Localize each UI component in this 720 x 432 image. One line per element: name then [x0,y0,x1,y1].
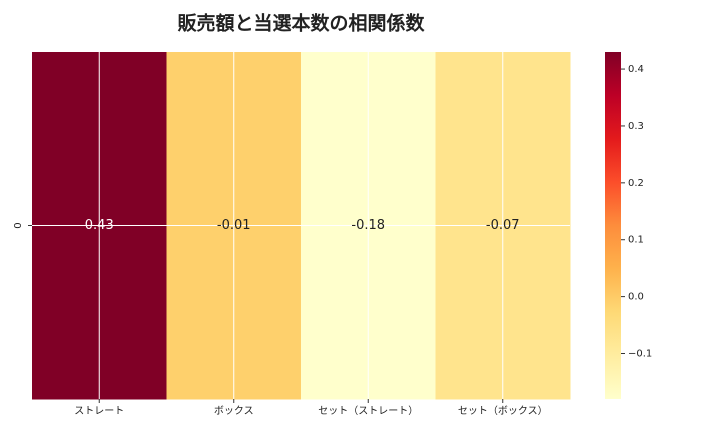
colorbar [605,52,621,399]
x-tick-label: ストレート [74,406,124,417]
colorbar-tick-label: 0.4 [628,64,644,75]
colorbar-tick-label: 0.2 [628,178,644,189]
y-tick-label: 0 [13,222,24,228]
cell-annotation: -0.01 [217,218,251,233]
colorbar-tick-label: 0.1 [628,235,644,246]
x-tick-label: セット（ボックス） [458,405,548,417]
colorbar-tick-label: 0.3 [628,121,644,132]
chart-title: 販売額と当選本数の相関係数 [177,12,425,35]
x-tick-label: ボックス [214,405,254,417]
x-tick-label: セット（ストレート） [318,405,418,417]
cell-annotation: -0.18 [351,218,385,233]
cell-annotation: 0.43 [85,218,114,233]
colorbar-tick-label: −0.1 [628,348,652,359]
cell-annotation: -0.07 [486,218,520,233]
colorbar-tick-label: 0.0 [628,292,644,303]
